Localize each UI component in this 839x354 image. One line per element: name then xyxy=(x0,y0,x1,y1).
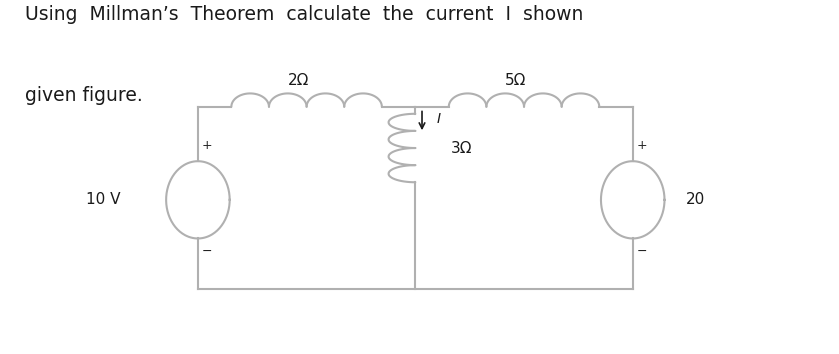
Text: −: − xyxy=(202,245,212,258)
Text: I: I xyxy=(437,112,441,126)
Text: Using  Millman’s  Theorem  calculate  the  current  I  shown: Using Millman’s Theorem calculate the cu… xyxy=(25,5,583,24)
Text: given figure.: given figure. xyxy=(25,86,143,105)
Text: 5Ω: 5Ω xyxy=(505,73,526,88)
Text: −: − xyxy=(637,245,648,258)
Text: 10 V: 10 V xyxy=(86,192,120,207)
Text: +: + xyxy=(637,139,648,153)
Text: +: + xyxy=(202,139,213,153)
Text: 2Ω: 2Ω xyxy=(288,73,309,88)
Text: 3Ω: 3Ω xyxy=(451,141,472,155)
Text: 20: 20 xyxy=(685,192,705,207)
